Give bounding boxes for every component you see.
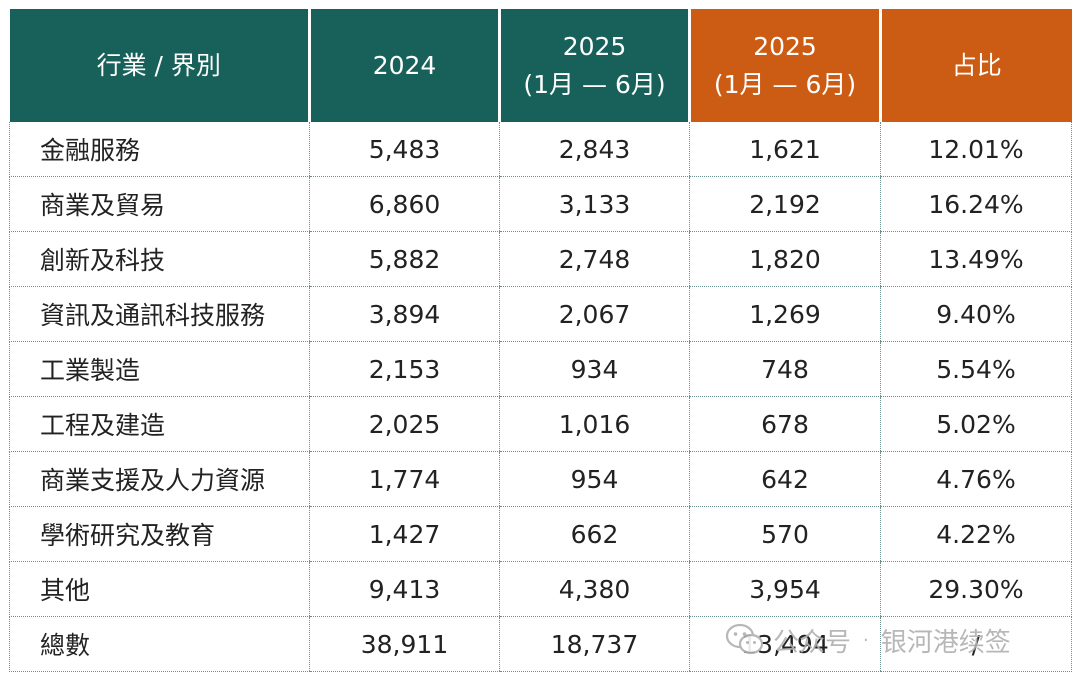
cell-share: / <box>880 616 1072 672</box>
cell-share: 4.22% <box>880 506 1072 562</box>
cell-2025-a: 662 <box>499 506 690 562</box>
row-label: 商業及貿易 <box>9 176 310 232</box>
row-label: 其他 <box>9 561 310 617</box>
cell-2024: 1,774 <box>309 451 500 507</box>
header-2024-line1: 2024 <box>372 50 437 80</box>
cell-2025-b: 570 <box>689 506 881 562</box>
table-row: 工業製造 2,153 934 748 5.54% <box>9 341 1072 397</box>
row-label: 工程及建造 <box>9 396 310 452</box>
cell-share: 13.49% <box>880 231 1072 287</box>
cell-2024: 2,153 <box>309 341 500 397</box>
table-row: 其他 9,413 4,380 3,954 29.30% <box>9 561 1072 617</box>
cell-share: 5.54% <box>880 341 1072 397</box>
row-label: 工業製造 <box>9 341 310 397</box>
cell-2024: 2,025 <box>309 396 500 452</box>
table-row: 商業支援及人力資源 1,774 954 642 4.76% <box>9 451 1072 507</box>
cell-2025-b: 3,954 <box>689 561 881 617</box>
cell-share: 4.76% <box>880 451 1072 507</box>
cell-2025-b: 1,269 <box>689 286 881 342</box>
cell-share: 5.02% <box>880 396 1072 452</box>
cell-2025-a: 954 <box>499 451 690 507</box>
cell-2024: 6,860 <box>309 176 500 232</box>
table-row: 商業及貿易 6,860 3,133 2,192 16.24% <box>9 176 1072 232</box>
header-share-line1: 占比 <box>951 50 1002 80</box>
cell-2024: 5,483 <box>309 122 500 177</box>
cell-2024: 3,894 <box>309 286 500 342</box>
table-row-total: 總數 38,911 18,737 13,494 / <box>9 616 1072 672</box>
row-label: 金融服務 <box>9 122 310 177</box>
header-industry: 行業 / 界別 <box>9 9 310 122</box>
cell-2025-a: 4,380 <box>499 561 690 617</box>
header-2025-h1-a-line1: 2025 <box>562 31 627 61</box>
cell-2025-a: 3,133 <box>499 176 690 232</box>
cell-2025-b: 13,494 <box>689 616 881 672</box>
row-label: 總數 <box>9 616 310 672</box>
header-share: 占比 <box>879 9 1072 122</box>
cell-share: 12.01% <box>880 122 1072 177</box>
cell-2025-a: 2,843 <box>499 122 690 177</box>
cell-2025-b: 642 <box>689 451 881 507</box>
row-label: 創新及科技 <box>9 231 310 287</box>
cell-2024: 9,413 <box>309 561 500 617</box>
cell-2025-a: 2,748 <box>499 231 690 287</box>
table-row: 學術研究及教育 1,427 662 570 4.22% <box>9 506 1072 562</box>
cell-2025-b: 2,192 <box>689 176 881 232</box>
industry-table: 行業 / 界別 2024 2025 (1月 — 6月) 2025 (1月 — 6… <box>9 9 1072 672</box>
cell-2025-a: 18,737 <box>499 616 690 672</box>
cell-2025-a: 934 <box>499 341 690 397</box>
row-label: 學術研究及教育 <box>9 506 310 562</box>
cell-2025-a: 2,067 <box>499 286 690 342</box>
header-2025-h1-a: 2025 (1月 — 6月) <box>498 9 690 122</box>
table-body: 金融服務 5,483 2,843 1,621 12.01% 商業及貿易 6,86… <box>9 122 1072 672</box>
header-2025-h1-b: 2025 (1月 — 6月) <box>688 9 881 122</box>
header-row: 行業 / 界別 2024 2025 (1月 — 6月) 2025 (1月 — 6… <box>9 9 1072 122</box>
cell-2025-b: 1,820 <box>689 231 881 287</box>
cell-2024: 38,911 <box>309 616 500 672</box>
cell-share: 16.24% <box>880 176 1072 232</box>
data-table-container: 行業 / 界別 2024 2025 (1月 — 6月) 2025 (1月 — 6… <box>9 9 1072 672</box>
table-row: 金融服務 5,483 2,843 1,621 12.01% <box>9 122 1072 177</box>
table-row: 資訊及通訊科技服務 3,894 2,067 1,269 9.40% <box>9 286 1072 342</box>
cell-2024: 1,427 <box>309 506 500 562</box>
cell-share: 9.40% <box>880 286 1072 342</box>
cell-2024: 5,882 <box>309 231 500 287</box>
cell-2025-b: 678 <box>689 396 881 452</box>
header-2025-h1-b-line1: 2025 <box>753 31 817 61</box>
cell-2025-a: 1,016 <box>499 396 690 452</box>
header-2025-h1-b-line2: (1月 — 6月) <box>713 69 857 99</box>
table-row: 工程及建造 2,025 1,016 678 5.02% <box>9 396 1072 452</box>
cell-2025-b: 1,621 <box>689 122 881 177</box>
header-2024: 2024 <box>308 9 500 122</box>
row-label: 商業支援及人力資源 <box>9 451 310 507</box>
row-label: 資訊及通訊科技服務 <box>9 286 310 342</box>
header-industry-line1: 行業 / 界別 <box>96 50 221 80</box>
header-2025-h1-a-line2: (1月 — 6月) <box>523 69 666 99</box>
cell-share: 29.30% <box>880 561 1072 617</box>
cell-2025-b: 748 <box>689 341 881 397</box>
table-header: 行業 / 界別 2024 2025 (1月 — 6月) 2025 (1月 — 6… <box>9 9 1072 122</box>
table-row: 創新及科技 5,882 2,748 1,820 13.49% <box>9 231 1072 287</box>
